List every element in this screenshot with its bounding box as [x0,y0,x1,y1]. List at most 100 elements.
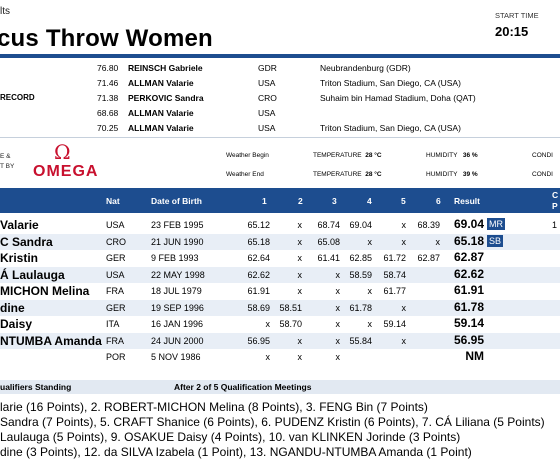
record-tag: SB [487,234,504,247]
attempt-2: x [297,220,303,230]
qualifiers-subtitle: After 2 of 5 Qualification Meetings [174,382,312,392]
col-attempt-5: 5 [401,196,406,206]
athlete-dob: 24 JUN 2000 [151,335,204,346]
athlete-result: NM [465,349,484,363]
record-tag: MR [487,218,505,230]
attempt-3: x [335,269,341,280]
athlete-name: Valarie [0,218,39,232]
result-row: C Sandra CRO 21 JUN 1990 65.18 x 65.08 x x x 65.1… [0,233,560,250]
record-row: 71.38 PERKOVIC Sandra CRO Suhaim bin Ham… [0,93,560,105]
athlete-dob: 23 FEB 1995 [151,220,204,230]
athlete-nat: FRA [106,335,124,346]
result-row: NTUMBA Amanda FRA 24 JUN 2000 56.95 x x 55.84 x… [0,332,560,349]
results-table-header: Nat Date of Birth 1 2 3 4 5 6 Result C P [0,188,560,213]
athlete-dob: 21 JUN 1990 [151,236,204,247]
attempt-5: 58.74 [383,269,406,280]
athlete-result: 61.78 [453,299,484,314]
record-country: USA [258,108,276,118]
record-country: USA [258,123,276,133]
attempt-5: x [401,302,407,313]
attempt-3: 68.74 [317,220,340,230]
result-row: MICHON Melina FRA 18 JUL 1979 61.91 x x x 61.77… [0,283,560,299]
attempt-2: x [297,352,303,362]
col-dob: Date of Birth [151,196,202,206]
attempt-5: 61.72 [383,253,406,263]
result-row: POR 5 NOV 1986 x x x NM [0,349,560,365]
athlete-extra: 1 [552,220,558,230]
record-holder: ALLMAN Valarie [128,78,194,88]
qualifiers-header-band [0,380,560,394]
athlete-name: C Sandra [0,234,53,249]
col-nat: Nat [106,196,120,206]
attempt-3: x [335,319,341,329]
attempt-4: 58.59 [349,269,372,280]
result-row: dine GER 19 SEP 1996 58.69 58.51 x 61.78 x 61.78 [0,299,560,316]
attempt-5: x [401,335,407,346]
attempt-4: 61.78 [349,302,372,313]
record-value: 71.38 [97,93,119,103]
attempt-1: 61.91 [247,286,270,296]
attempt-4: x [367,236,373,247]
attempt-1: x [265,352,271,362]
athlete-result: 61.91 [453,283,484,297]
athlete-nat: USA [106,220,125,230]
athlete-name: Á Laulauga [0,267,65,282]
col-attempt-1: 1 [262,196,267,206]
conditions-end-label: CONDI [532,171,553,178]
record-value: 76.80 [97,63,119,73]
athlete-dob: 5 NOV 1986 [151,352,201,362]
records-divider [0,137,560,138]
start-time-label: START TIME [495,11,539,20]
athlete-dob: 22 MAY 1998 [151,269,205,280]
attempt-1: 65.12 [247,220,270,230]
record-venue: Triton Stadium, San Diego, CA (USA) [320,123,461,133]
record-row: 68.68 ALLMAN Valarie USA [0,108,560,120]
athlete-dob: 16 JAN 1996 [151,319,204,329]
weather-end-label: Weather End [226,171,264,178]
attempt-3: x [335,286,341,296]
attempt-6: 68.39 [417,220,440,230]
attempt-2: x [297,286,303,296]
col-attempt-3: 3 [332,196,337,206]
athlete-name: Kristin [0,251,39,265]
attempt-5: 59.14 [383,319,406,329]
col-result: Result [454,196,480,206]
athlete-result: 69.04 [453,217,484,231]
attempt-2: x [297,253,303,263]
athlete-name: MICHON Melina [0,284,90,298]
result-row: Á Laulauga USA 22 MAY 1998 62.62 x x 58.59 58.7… [0,266,560,283]
record-venue: Suhaim bin Hamad Stadium, Doha (QAT) [320,93,476,103]
record-holder: PERKOVIC Sandra [128,93,204,103]
record-value: 70.25 [97,123,119,133]
athlete-result: 65.18 [453,233,484,248]
athlete-result: 62.62 [453,266,484,281]
col-extra: C [552,190,559,200]
athlete-result: 62.87 [453,250,484,264]
records-label: RECORD [0,93,35,102]
record-value: 68.68 [97,108,119,118]
attempt-6: x [435,236,441,247]
attempt-2: 58.70 [279,319,302,329]
athlete-name: dine [0,300,25,315]
col-attempt-6: 6 [436,196,441,206]
attempt-1: 65.18 [247,236,270,247]
result-row: Kristin GER 9 FEB 1993 62.64 x 61.41 62.85 61.7… [0,250,560,266]
attempt-5: x [401,236,407,247]
athlete-nat: GER [106,253,126,263]
col-attempt-2: 2 [298,196,303,206]
attempt-6: 62.87 [417,253,440,263]
athlete-result: 56.95 [453,332,484,347]
page-supertitle: lts [0,6,10,17]
attempt-2: x [297,335,303,346]
attempt-1: 56.95 [247,335,270,346]
attempt-3: x [335,302,341,313]
humidity-end: HUMIDITY 39 % [426,171,478,178]
start-time-value: 20:15 [495,24,529,39]
athlete-nat: ITA [106,319,120,329]
attempt-2: x [297,236,303,247]
omega-logo-icon: Ω [54,140,71,164]
attempt-1: 58.69 [247,302,270,313]
attempt-2: 58.51 [279,302,302,313]
attempt-4: 55.84 [349,335,372,346]
col-attempt-4: 4 [367,196,372,206]
